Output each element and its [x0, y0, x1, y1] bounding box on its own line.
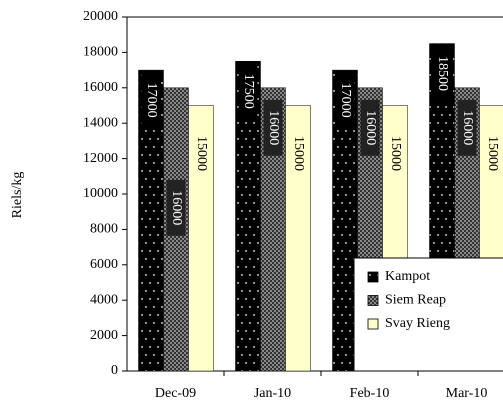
x-tick-label: Feb-10 — [350, 386, 390, 401]
bar — [188, 105, 214, 372]
legend-label: Svay Rieng — [385, 316, 450, 331]
legend-swatch — [367, 271, 379, 283]
value-label-bg — [141, 72, 161, 129]
value-label-bg — [457, 99, 477, 156]
y-tick-label: 0 — [111, 363, 118, 378]
value-label-bg — [238, 63, 258, 120]
value-label-bg — [166, 179, 186, 236]
value-label-bg — [335, 72, 355, 129]
x-tick-label: Mar-10 — [446, 386, 488, 401]
legend-label: Siem Reap — [385, 293, 446, 308]
y-axis-label: Riels/kg — [10, 172, 25, 219]
legend-label: Kampot — [385, 269, 430, 284]
value-label: 17000 — [338, 83, 353, 118]
value-label: 15000 — [485, 136, 500, 171]
y-tick-label: 4000 — [90, 292, 118, 307]
value-label: 16000 — [266, 110, 281, 145]
y-tick-label: 18000 — [83, 45, 118, 60]
value-label: 15000 — [194, 136, 209, 171]
value-label: 16000 — [169, 190, 184, 225]
value-label-bg — [263, 99, 283, 156]
y-tick-label: 10000 — [83, 186, 118, 201]
value-label: 18500 — [435, 56, 450, 91]
x-tick-label: Dec-09 — [155, 386, 196, 401]
y-tick-label: 8000 — [90, 222, 118, 237]
value-label: 15000 — [291, 136, 306, 171]
bar — [285, 105, 311, 372]
y-tick-label: 16000 — [83, 80, 118, 95]
value-label: 17500 — [241, 74, 256, 109]
legend-swatch — [367, 295, 379, 306]
value-label: 17000 — [144, 83, 159, 118]
y-tick-label: 12000 — [83, 151, 118, 166]
value-label-bg — [360, 99, 380, 156]
value-label: 15000 — [388, 136, 403, 171]
value-label: 16000 — [363, 110, 378, 145]
y-tick-label: 20000 — [83, 9, 118, 24]
y-tick-label: 2000 — [90, 328, 118, 343]
value-label-bg — [432, 45, 452, 102]
value-label: 16000 — [460, 110, 475, 145]
x-tick-label: Jan-10 — [254, 386, 291, 401]
y-tick-label: 6000 — [90, 257, 118, 272]
legend-swatch — [367, 318, 379, 330]
legend-box — [353, 257, 503, 372]
y-tick-label: 14000 — [83, 115, 118, 130]
